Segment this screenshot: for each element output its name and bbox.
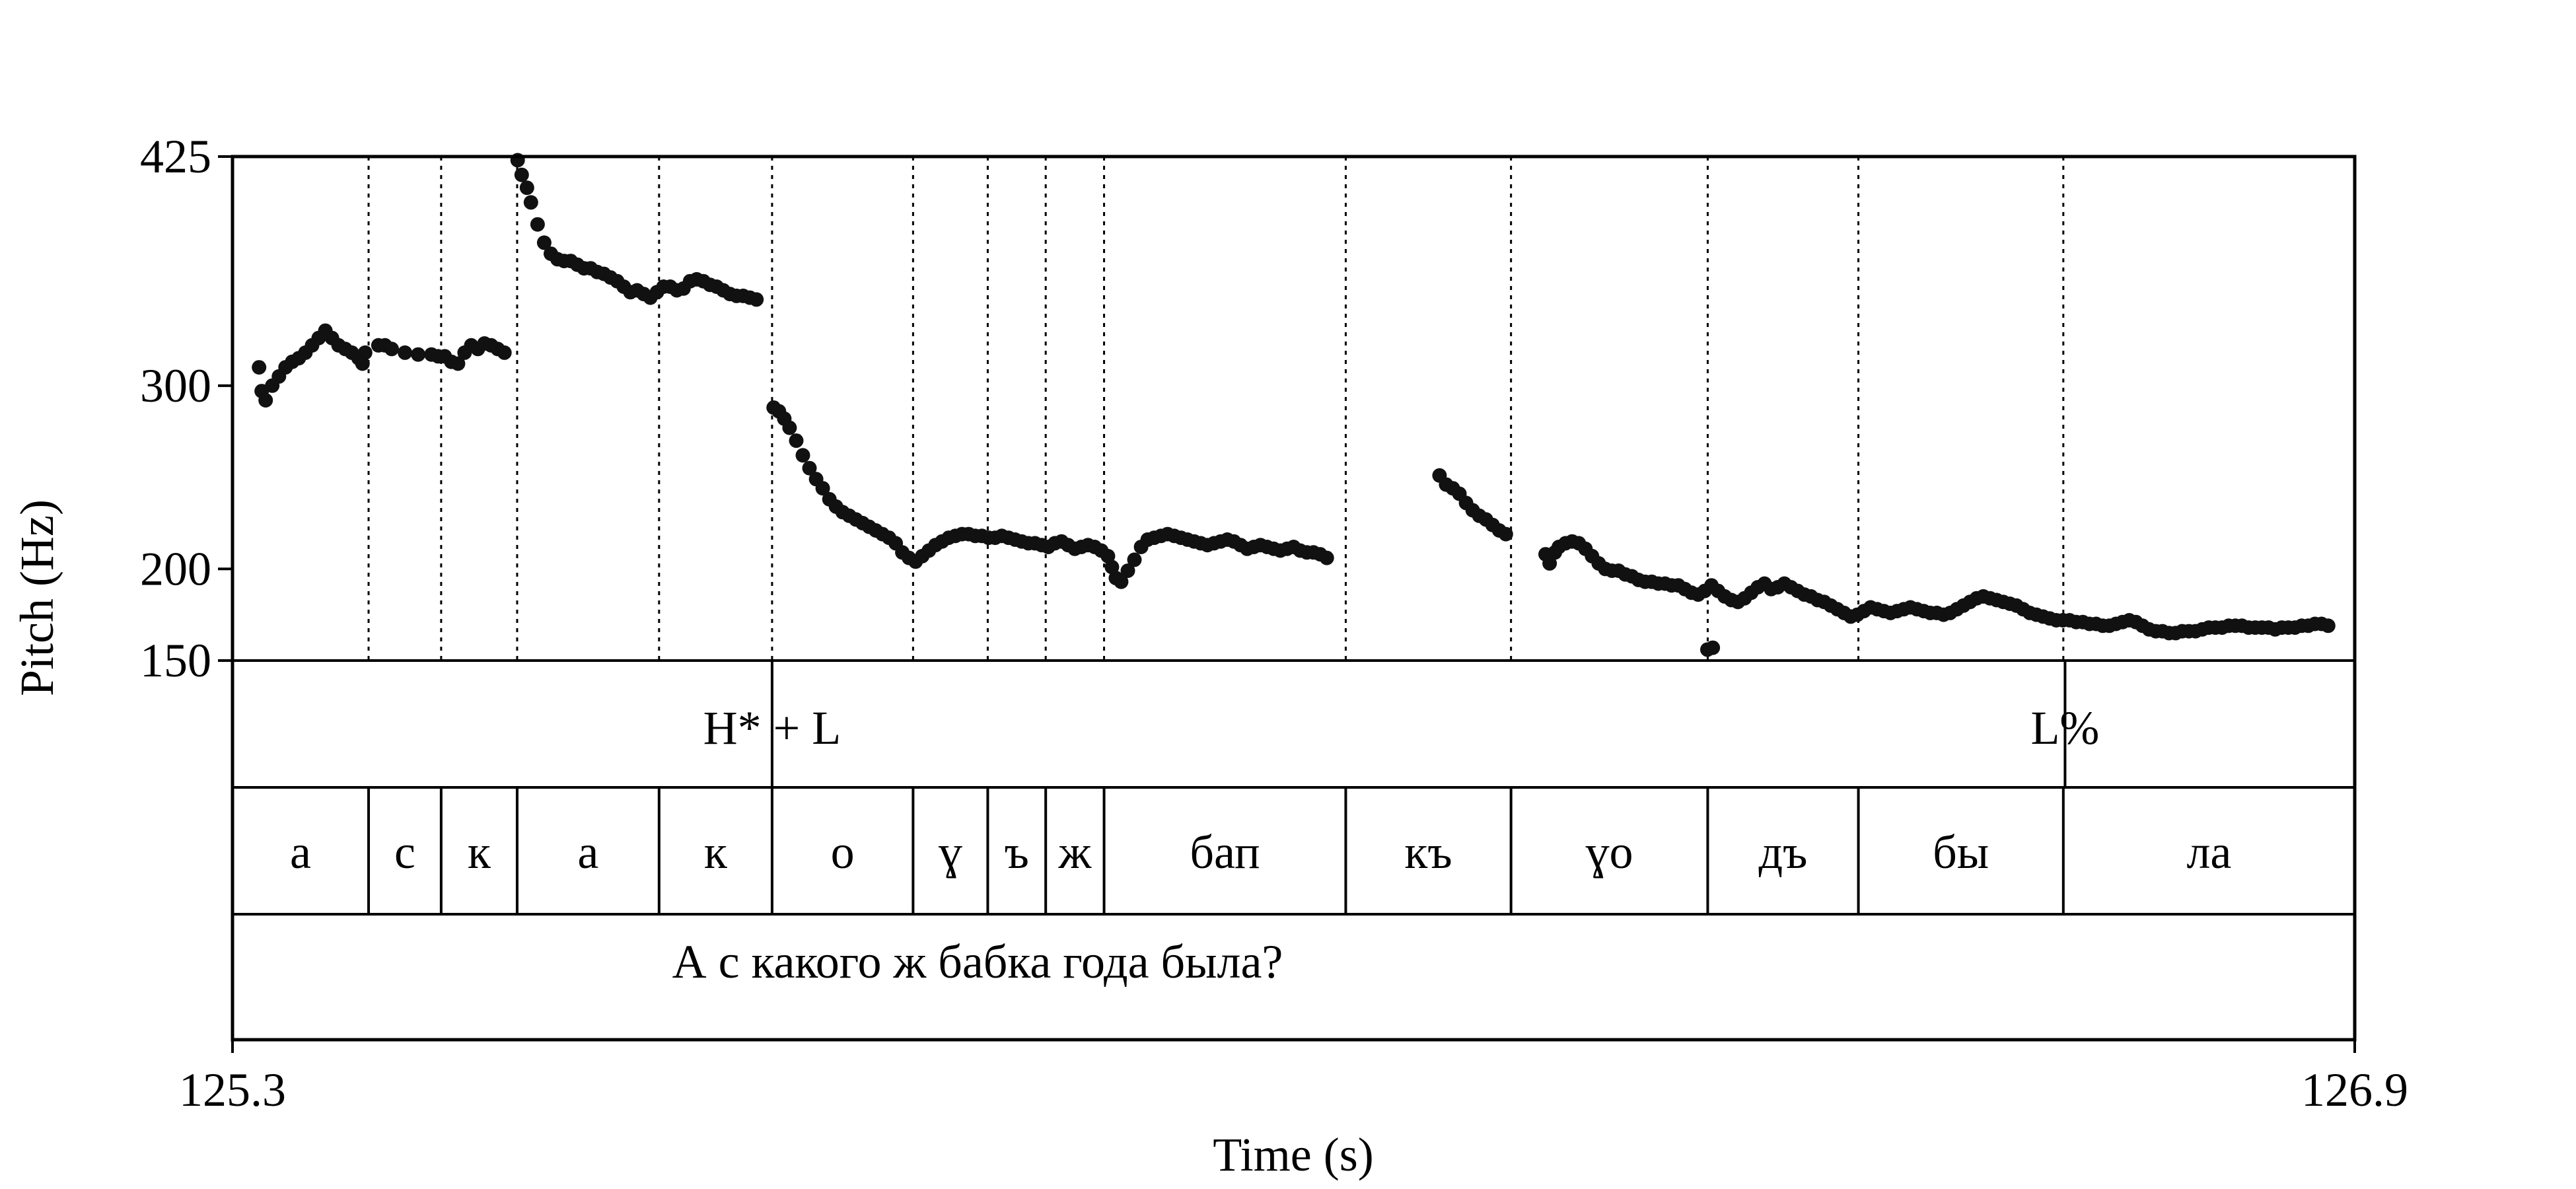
pitch-point bbox=[357, 345, 373, 360]
pitch-point bbox=[530, 217, 545, 232]
pitch-point bbox=[398, 345, 413, 360]
segment-label-4: к bbox=[704, 826, 728, 879]
segment-label-0: а bbox=[290, 826, 311, 879]
pitch-point bbox=[258, 393, 273, 408]
x-tick-label-end: 126.9 bbox=[2301, 1063, 2408, 1116]
segment-label-5: о bbox=[831, 826, 855, 879]
pitch-point bbox=[1100, 548, 1116, 563]
pitch-point bbox=[795, 448, 810, 463]
tone-tier: H* + L L% bbox=[703, 661, 2099, 787]
pitch-point bbox=[252, 360, 267, 375]
segment-label-6: ɣ bbox=[939, 826, 962, 879]
pitch-point bbox=[1542, 556, 1557, 571]
pitch-point bbox=[782, 420, 797, 435]
pitch-point bbox=[2320, 618, 2336, 633]
pitch-point bbox=[497, 345, 512, 360]
pitch-point bbox=[450, 356, 466, 371]
segment-label-10: къ bbox=[1404, 826, 1452, 879]
y-tick-label-300: 300 bbox=[140, 359, 211, 412]
pitch-point bbox=[1104, 559, 1120, 575]
segment-label-2: к bbox=[468, 826, 491, 879]
segment-label-3: а bbox=[577, 826, 598, 879]
segment-label-14: ла bbox=[2186, 826, 2231, 879]
segment-label-11: ɣо bbox=[1586, 826, 1633, 879]
pitch-point bbox=[1114, 574, 1129, 589]
pitch-point bbox=[1319, 550, 1334, 565]
y-tick-label-200: 200 bbox=[140, 542, 211, 595]
pitch-point bbox=[1127, 552, 1142, 567]
sentence-label: А с какого ж бабка года была? bbox=[672, 935, 1283, 988]
segment-label-1: с bbox=[394, 826, 415, 879]
pitch-points bbox=[252, 153, 2336, 657]
segment-label-13: бы bbox=[1933, 826, 1989, 879]
pitch-point bbox=[536, 235, 552, 250]
segment-tier: а с к а к о ɣ ъ ж бап къ ɣо дъ бы ла bbox=[290, 787, 2231, 914]
pitch-point bbox=[523, 195, 538, 210]
segment-label-8: ж bbox=[1057, 826, 1092, 879]
y-axis-ticks: 150 200 300 425 bbox=[140, 130, 233, 687]
tone-label-1: L% bbox=[2030, 702, 2099, 754]
tone-label-0: H* + L bbox=[703, 702, 841, 754]
pitch-point bbox=[1498, 526, 1513, 542]
pitch-point bbox=[749, 292, 764, 307]
pitch-point bbox=[384, 342, 399, 357]
pitch-point bbox=[1120, 563, 1135, 578]
y-tick-label-425: 425 bbox=[140, 130, 211, 183]
segment-label-12: дъ bbox=[1759, 826, 1808, 879]
pitch-point bbox=[355, 356, 370, 371]
segment-label-7: ъ bbox=[1005, 826, 1029, 879]
x-tick-label-start: 125.3 bbox=[179, 1063, 286, 1116]
segment-label-9: бап bbox=[1190, 826, 1260, 879]
pitch-point bbox=[514, 167, 529, 182]
pitch-point bbox=[802, 460, 817, 476]
pitch-point bbox=[519, 180, 534, 196]
plot-frame bbox=[231, 155, 2357, 1042]
y-axis-label: Pitch (Hz) bbox=[11, 499, 63, 696]
y-tick-label-150: 150 bbox=[140, 634, 211, 687]
pitch-point bbox=[1705, 640, 1721, 655]
pitch-point bbox=[815, 481, 830, 496]
pitch-point bbox=[411, 347, 426, 362]
x-axis-label: Time (s) bbox=[1213, 1128, 1373, 1181]
pitch-point bbox=[789, 433, 804, 449]
